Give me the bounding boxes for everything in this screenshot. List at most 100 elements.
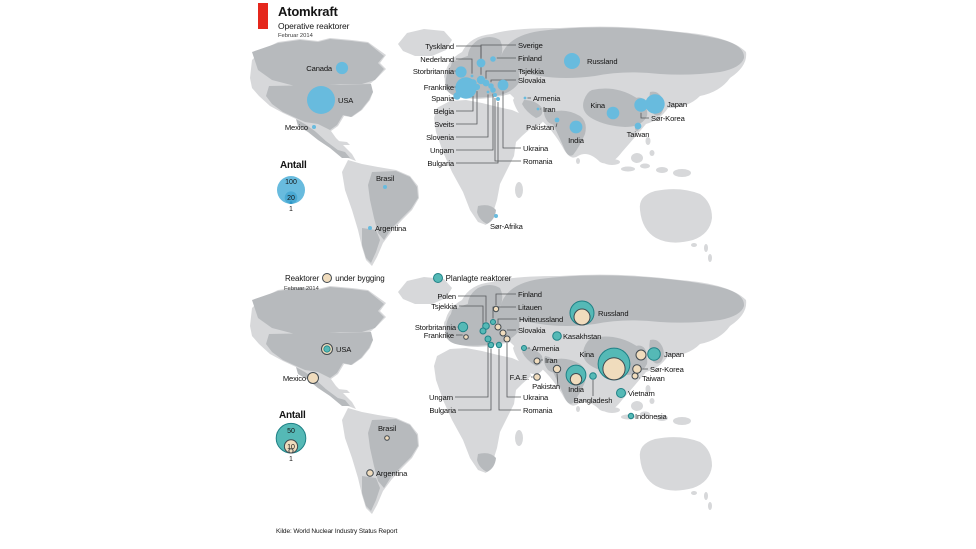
- legend-value-label: 20: [287, 195, 295, 202]
- bubble-planned-Vietnam: [616, 388, 626, 398]
- country-label-Romania: Romania: [523, 406, 553, 415]
- bubble-operative-Brasil: [383, 185, 387, 189]
- map1-date: Februar 2014: [278, 33, 313, 39]
- country-label-Litauen: Litauen: [518, 303, 542, 312]
- country-label-Finland: Finland: [518, 290, 542, 299]
- bubble-operative-Armenia: [523, 96, 527, 100]
- country-label-Iran: Iran: [543, 105, 556, 114]
- leader-Sveits: [456, 91, 478, 125]
- legend-circle-1: [289, 201, 293, 205]
- country-label-Kina: Kina: [590, 101, 606, 110]
- country-label-Mexico: Mexico: [285, 123, 308, 132]
- bubble-operative-Romania: [493, 93, 497, 97]
- legend-planned-label: Planlagte reaktorer: [445, 273, 512, 283]
- country-label-Slovakia: Slovakia: [518, 76, 546, 85]
- country-label-Sør-Afrika: Sør-Afrika: [490, 222, 524, 231]
- country-label-Tyskland: Tyskland: [425, 42, 454, 51]
- bubble-operative-Mexico: [312, 125, 316, 129]
- country-label-Tsjekkia: Tsjekkia: [431, 302, 458, 311]
- source-note: Kilde: World Nuclear Industry Status Rep…: [276, 528, 398, 535]
- leader-Polen: [458, 295, 487, 322]
- bubble-operative-Nederland: [470, 74, 474, 78]
- accent-bar: [258, 3, 268, 29]
- country-label-Brasil: Brasil: [376, 174, 395, 183]
- country-label-Ungarn: Ungarn: [430, 146, 454, 155]
- country-label-Storbritannia: Storbritannia: [415, 323, 457, 332]
- country-label-USA: USA: [338, 96, 354, 105]
- leader-Romania: [494, 97, 521, 162]
- country-label-Japan: Japan: [667, 100, 687, 109]
- bubble-under-Kina: [602, 357, 626, 381]
- map1-legend-title: Antall: [280, 160, 307, 171]
- map2-legend-title: Antall: [279, 410, 306, 421]
- country-label-Ukraina: Ukraina: [523, 144, 549, 153]
- country-label-Nederland: Nederland: [420, 55, 454, 64]
- bubble-planned-Kasakhstan: [552, 331, 562, 341]
- country-label-Taiwan: Taiwan: [642, 374, 665, 383]
- bubble-operative-Spania: [453, 92, 461, 100]
- country-label-Bangladesh: Bangladesh: [574, 396, 613, 405]
- country-label-Tsjekkia: Tsjekkia: [518, 67, 545, 76]
- legend-value-label: 1: [289, 456, 293, 463]
- leader-lines-map1: [452, 44, 649, 164]
- country-label-Mexico: Mexico: [283, 374, 306, 383]
- labels-map1: USA Frankrike Japan Russland Sør-Korea India K…: [285, 41, 687, 233]
- country-label-Armenia: Armenia: [532, 344, 560, 353]
- bubble-planned-Ungarn: [484, 335, 492, 343]
- size-legend-map1: 100 20 1: [277, 176, 305, 213]
- country-label-Storbritannia: Storbritannia: [413, 67, 455, 76]
- map2-date: Februar 2014: [284, 286, 319, 292]
- bubble-operative-Sverige: [476, 58, 486, 68]
- leader-Bulgaria: [456, 101, 499, 164]
- country-label-Bulgaria: Bulgaria: [429, 406, 457, 415]
- bubble-operative-Slovenia: [486, 90, 490, 94]
- bubble-operative-USA: [307, 86, 335, 114]
- bubble-operative-Tsjekkia: [482, 79, 490, 87]
- country-label-Taiwan: Taiwan: [627, 130, 650, 139]
- bubble-planned-Tsjekkia: [479, 327, 487, 335]
- bubble-under-Mexico: [307, 372, 319, 384]
- bubble-operative-Japan: [645, 94, 665, 114]
- bubble-planned-Storbritannia: [457, 321, 469, 333]
- country-label-Argentina: Argentina: [376, 469, 408, 478]
- legend-reaktorer-label: Reaktorer: [285, 273, 320, 283]
- bubble-planned-USA: [323, 345, 331, 353]
- bubble-planned-Indonesia: [627, 412, 635, 420]
- bubble-operative-Canada: [335, 61, 349, 75]
- leader-Hviterussland: [497, 318, 517, 323]
- country-label-F.A.E.: F.A.E.: [510, 373, 529, 382]
- country-label-Sør-Korea: Sør-Korea: [650, 365, 685, 374]
- country-label-Pakistan: Pakistan: [526, 123, 554, 132]
- country-label-Armenia: Armenia: [533, 94, 561, 103]
- leader-Ukraina: [502, 91, 521, 149]
- bubble-under-Slovakia: [499, 329, 507, 337]
- leader-lines-map2: [455, 293, 648, 411]
- leader-Tsjekkia: [459, 305, 484, 327]
- country-label-Belgia: Belgia: [434, 107, 455, 116]
- bubble-operative-India: [569, 120, 583, 134]
- bubble-under-Hviterussland: [494, 323, 502, 331]
- legend-circle-100: [277, 176, 305, 204]
- leader-Bulgaria: [458, 348, 492, 411]
- leader-Tsjekkia: [485, 70, 516, 79]
- bubble-operative-Iran: [536, 107, 540, 111]
- country-label-Vietnam: Vietnam: [628, 389, 655, 398]
- country-label-Kina: Kina: [579, 350, 595, 359]
- bubble-operative-Sveits: [473, 83, 481, 91]
- leader-Ungarn: [456, 93, 494, 151]
- country-label-Indonesia: Indonesia: [635, 412, 668, 421]
- country-label-Iran: Iran: [545, 356, 558, 365]
- country-label-Finland: Finland: [518, 54, 542, 63]
- bubble-operative-Taiwan: [634, 122, 642, 130]
- legend-value-label: 50: [287, 428, 295, 435]
- under-construction-dot-icon: [322, 273, 333, 283]
- country-label-Ukraina: Ukraina: [523, 393, 549, 402]
- bubble-under-Russland: [573, 308, 591, 326]
- bubble-operative-Storbritannia: [455, 66, 467, 78]
- leader-Pakistan: [556, 373, 559, 387]
- bubbles-map1: [307, 53, 665, 230]
- leader-Slovakia: [490, 79, 516, 83]
- country-label-Japan: Japan: [664, 350, 684, 359]
- leader-Pakistan: [555, 123, 558, 128]
